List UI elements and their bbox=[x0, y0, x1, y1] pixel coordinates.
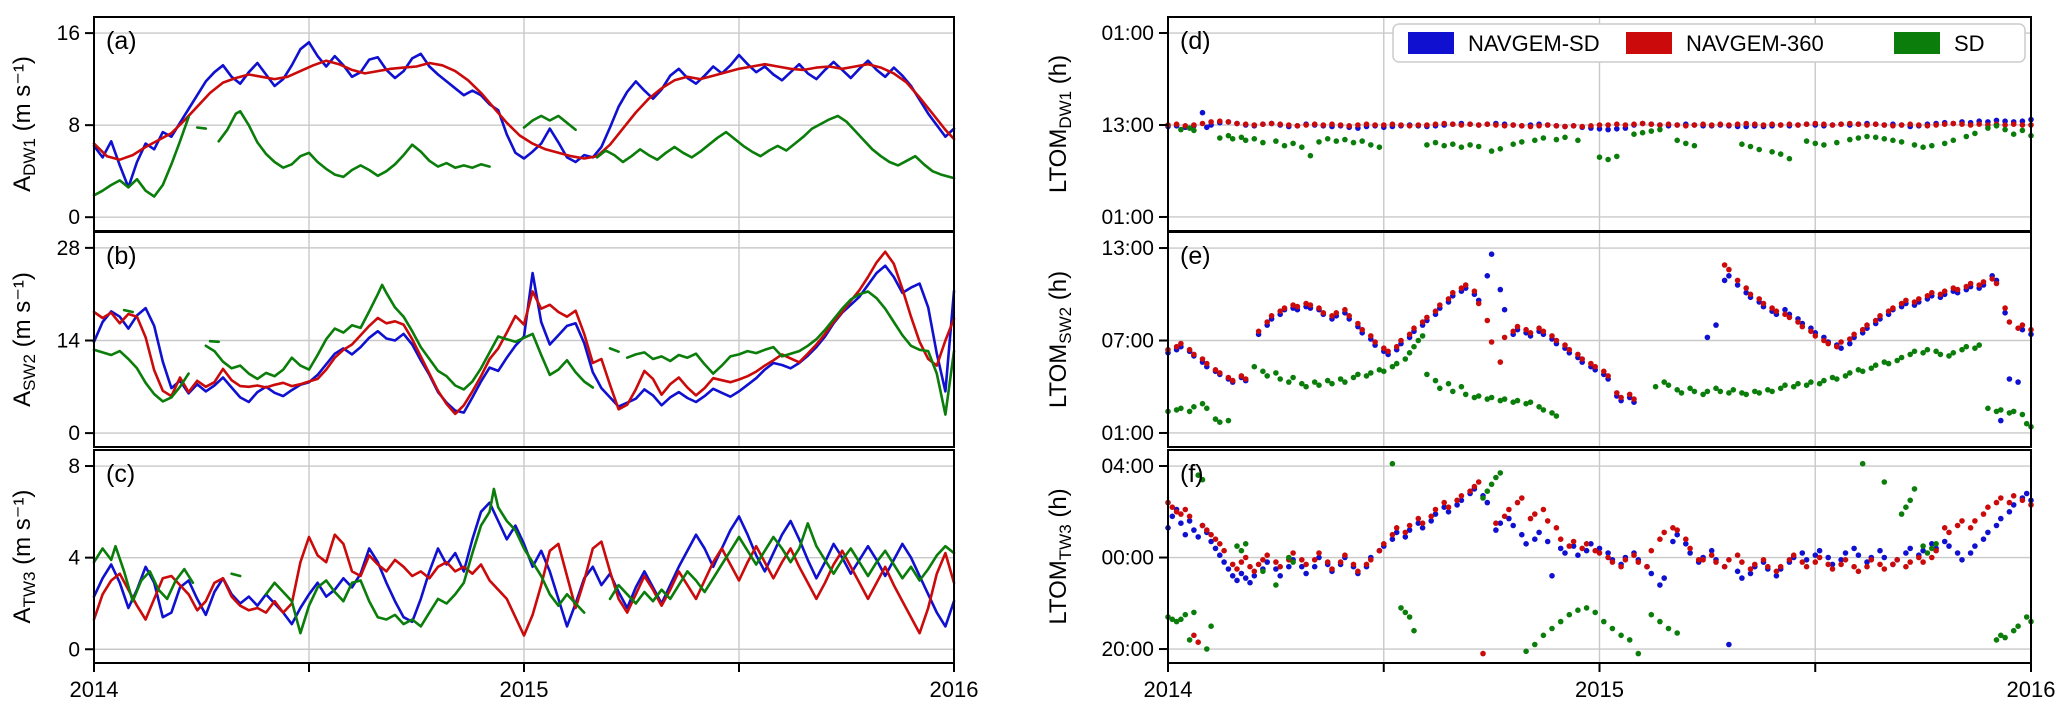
series-line-sd bbox=[195, 126, 208, 130]
panel-letter-b: (b) bbox=[106, 242, 137, 270]
y-tick-label: 01:00 bbox=[1101, 206, 1154, 229]
y-tick-label: 16 bbox=[57, 22, 80, 45]
y-tick-label: 0 bbox=[68, 206, 80, 229]
panel-letter-d: (d) bbox=[1180, 27, 1211, 55]
series-line-sd bbox=[522, 114, 577, 132]
panel-f: 04:00 00:00 20:00 2014 2015 2016 (f) LTOMTW3 (h… bbox=[1045, 449, 2056, 702]
series-line-sd bbox=[204, 283, 595, 391]
y-tick-label: 07:00 bbox=[1101, 330, 1154, 353]
legend-box bbox=[1392, 23, 2026, 63]
series-line-sd bbox=[217, 110, 491, 179]
series-line-sd bbox=[92, 348, 190, 403]
y-tick-label: 14 bbox=[57, 329, 81, 352]
y-tick-label: 0 bbox=[68, 422, 80, 445]
y-tick-label: 0 bbox=[68, 638, 80, 661]
series-line-sd bbox=[608, 347, 620, 354]
series-line-sd bbox=[92, 544, 195, 603]
legend-label-navgem-sd: NAVGEM-SD bbox=[1468, 31, 1600, 56]
series-line-sd bbox=[625, 290, 956, 416]
series-line-sd bbox=[122, 308, 134, 314]
series-points-navgem-360 bbox=[1165, 118, 2034, 130]
legend-label-navgem-360: NAVGEM-360 bbox=[1686, 31, 1824, 56]
panel-letter-e: (e) bbox=[1180, 242, 1211, 270]
series-line-sd bbox=[264, 487, 586, 635]
legend-label-sd: SD bbox=[1954, 31, 1985, 56]
legend-swatch-navgem-360 bbox=[1626, 32, 1672, 54]
series-points-navgem-360 bbox=[1165, 479, 2034, 657]
y-tick-label: 13:00 bbox=[1101, 237, 1154, 260]
y-axis-label-b: ASW2 (m s⁻¹) bbox=[9, 272, 39, 407]
y-tick-label: 8 bbox=[68, 455, 80, 478]
y-tick-label: 4 bbox=[68, 547, 80, 570]
y-tick-label: 04:00 bbox=[1101, 455, 1154, 478]
y-tick-label: 8 bbox=[68, 114, 80, 137]
x-tick-label: 2015 bbox=[500, 677, 549, 702]
panel-c: 8 4 0 2014 2015 2016 (c) ATW3 (m s⁻¹) bbox=[9, 449, 979, 702]
x-tick-label: 2015 bbox=[1575, 677, 1624, 702]
y-tick-label: 01:00 bbox=[1101, 422, 1154, 445]
legend: NAVGEM-SD NAVGEM-360 SD bbox=[1392, 23, 2026, 63]
series-line-navgem-360 bbox=[92, 250, 956, 416]
series-line-sd bbox=[208, 339, 220, 344]
series-line-navgem-360 bbox=[92, 533, 956, 637]
panel-letter-f: (f) bbox=[1180, 460, 1204, 488]
panel-letter-a: (a) bbox=[106, 27, 137, 55]
y-axis-label-d: LTOMDW1 (h) bbox=[1045, 55, 1075, 193]
legend-swatch-navgem-sd bbox=[1408, 32, 1454, 54]
y-tick-label: 01:00 bbox=[1101, 22, 1154, 45]
series-points-sd bbox=[1165, 333, 2034, 430]
y-tick-label: 20:00 bbox=[1101, 638, 1154, 661]
x-tick-label: 2016 bbox=[2007, 677, 2056, 702]
y-axis-label-c: ATW3 (m s⁻¹) bbox=[9, 490, 39, 624]
y-tick-label: 13:00 bbox=[1101, 114, 1154, 137]
panel-letter-c: (c) bbox=[106, 460, 135, 488]
x-tick-label: 2014 bbox=[70, 677, 119, 702]
y-axis-label-a: ADW1 (m s⁻¹) bbox=[9, 56, 39, 192]
series-line-sd bbox=[92, 115, 190, 198]
x-tick-label: 2014 bbox=[1144, 677, 1193, 702]
series-line-sd bbox=[608, 521, 956, 605]
y-tick-label: 28 bbox=[57, 237, 80, 260]
y-tick-label: 00:00 bbox=[1101, 547, 1154, 570]
panel-e: 13:00 07:00 01:00 (e) LTOMSW2 (h) bbox=[1045, 231, 2034, 448]
panel-border bbox=[1167, 231, 2032, 448]
x-tick-label: 2016 bbox=[930, 677, 979, 702]
series-line-navgem-sd bbox=[92, 40, 956, 189]
panel-a: 16 8 0 (a) ADW1 (m s⁻¹) bbox=[9, 16, 956, 232]
series-points-navgem-360 bbox=[1165, 262, 2034, 402]
series-points-sd bbox=[1165, 460, 2034, 657]
legend-swatch-sd bbox=[1894, 32, 1940, 54]
series-points-sd bbox=[1178, 123, 2034, 163]
series-line-sd bbox=[595, 114, 956, 180]
series-line-sd bbox=[230, 572, 242, 578]
panel-b: 28 14 0 (b) ASW2 (m s⁻¹) bbox=[9, 231, 956, 448]
y-axis-label-e: LTOMSW2 (h) bbox=[1045, 271, 1075, 408]
series-line-navgem-sd bbox=[92, 501, 956, 628]
series-line-navgem-360 bbox=[92, 59, 956, 161]
y-axis-label-f: LTOMTW3 (h) bbox=[1045, 488, 1075, 624]
